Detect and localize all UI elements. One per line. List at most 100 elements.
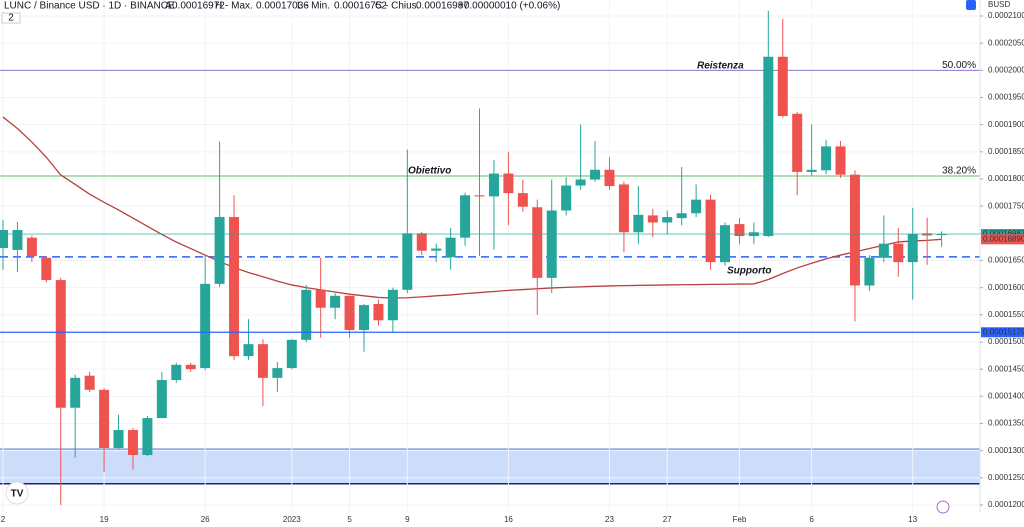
candle-body [113,430,124,448]
candle-body [849,174,860,286]
candle-body [936,234,947,236]
candle-body [272,368,283,378]
candle-body [286,339,297,369]
x-tick-label: 23 [605,515,614,524]
candle-body [734,224,745,237]
candle-body [532,207,543,278]
x-tick-label: 16 [504,515,513,524]
x-tick-label: Feb [733,515,747,524]
indicator-count: 2 [8,13,14,24]
candle-body [387,289,398,321]
candle-body [185,364,196,370]
high-value: 0.00017036 [256,1,309,12]
x-tick-label: 13 [908,515,917,524]
candle-body [647,215,658,223]
y-tick-label: 0.00012000 [988,500,1024,509]
candle-body [821,146,832,171]
candle-body [676,213,687,219]
symbol: LUNC / Binance USD · 1D · BINANCE [4,1,175,12]
change: +0.00000010 (+0.06%) [458,1,560,12]
candle-body [604,169,615,187]
candle-body [41,257,52,281]
candle-body [878,243,889,258]
candle-body [373,303,384,321]
plot: 50.00% 38.20% [0,0,980,512]
price-tag [981,234,1024,245]
candle-body [26,237,37,257]
candle-body [431,248,442,251]
candle-body [864,257,875,286]
candle-body [705,199,716,263]
indicator-toggle[interactable] [1,12,21,24]
candle-body [84,375,95,390]
candle-body [12,229,23,250]
moving-average [2,116,942,299]
candle-body [662,217,673,223]
candle-body [70,377,81,408]
x-tick-label: 6 [809,515,814,524]
candle-body [359,305,369,331]
x-tick-label: 2 [1,515,6,524]
x-tick-label: 9 [405,515,410,524]
close-label: C - Chius. [375,1,419,12]
x-tick-label: 27 [663,515,672,524]
price-tag [981,229,1024,240]
candle-body [171,364,182,381]
axis-unit: BUSD [988,0,1010,9]
candle-body [691,199,702,214]
candle-body [156,380,167,419]
candle-body [301,289,312,340]
candle-body [835,146,846,175]
settings-icon[interactable] [966,0,976,10]
candle-body [445,237,456,258]
flash-icon[interactable] [936,500,950,514]
open-label: A [165,1,172,12]
candle-body [330,295,341,308]
candle-body [200,283,211,369]
candle-body [633,214,644,233]
x-tick-label: 2023 [283,515,301,524]
low-label: L - Min. [297,1,330,12]
candle-body [99,389,110,448]
candle-body [546,210,557,278]
candle-body [142,418,153,456]
annotation: Reistenza [697,61,744,72]
candle-body [922,233,933,236]
candle-body [893,243,904,263]
x-tick-label: 5 [347,515,352,524]
header: LUNC / Binance USD · 1D · BINANCE A 0.00… [1,1,560,24]
x-tick-label: 26 [201,515,210,524]
candle-body [618,184,629,233]
candle-body [777,56,788,116]
candle-body [214,217,225,284]
annotation: Supporto [727,266,771,277]
candle-body [488,173,499,197]
annotation: Obiettivo [408,166,451,177]
price-tag-label: 0.00015179 [983,327,1024,336]
fib-label: 38.20% [942,166,976,177]
candle-body [402,233,413,290]
candle-body [806,169,817,172]
candle-body [229,217,240,357]
candle-body [0,229,8,249]
candle-body [127,430,138,456]
svg-text:TV: TV [11,489,24,500]
price-tag [981,327,1024,338]
candle-body [257,344,268,378]
candle-body [907,233,918,263]
